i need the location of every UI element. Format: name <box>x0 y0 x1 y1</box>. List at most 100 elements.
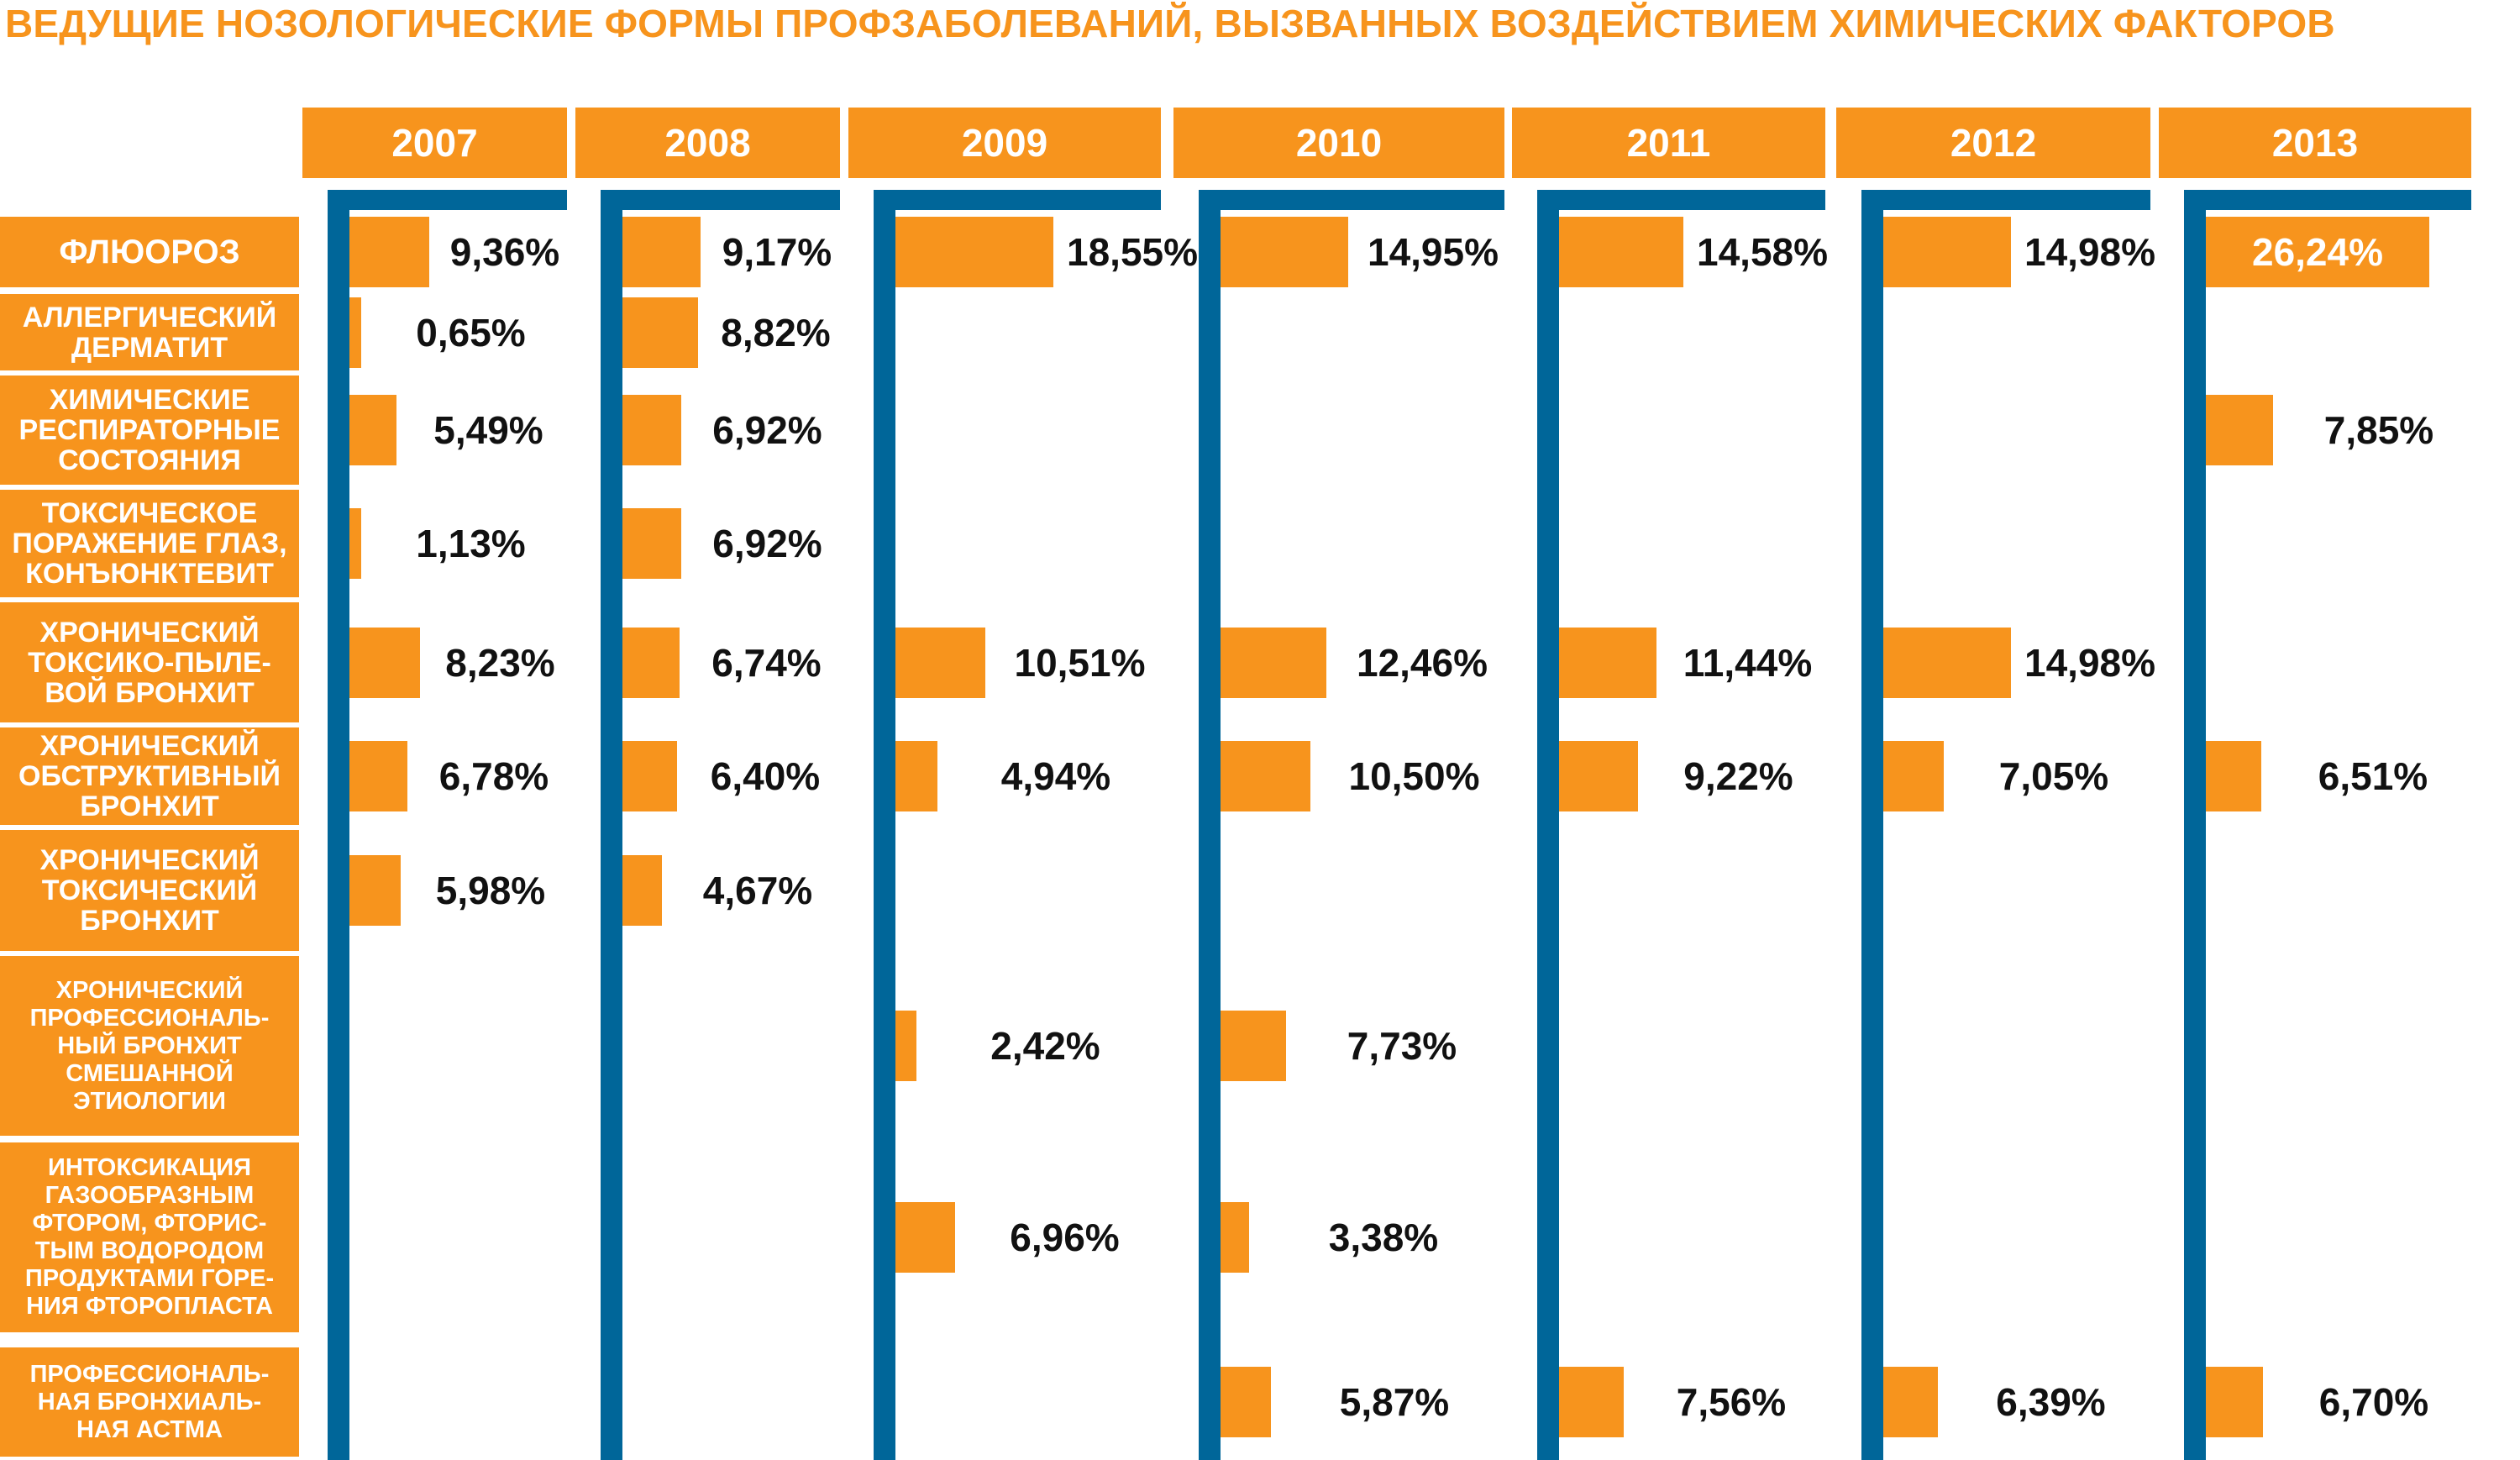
bar <box>895 741 937 811</box>
bar <box>349 395 396 465</box>
bar <box>1221 1202 1249 1273</box>
bar <box>1883 741 1944 811</box>
bar <box>1883 628 2011 698</box>
bar-value-label: 7,85% <box>2323 408 2434 452</box>
bar <box>895 1011 916 1081</box>
bar <box>1883 1367 1938 1437</box>
bar-value-label: 26,24% <box>2251 230 2383 274</box>
bar-value-label: 6,40% <box>710 754 821 798</box>
bar-value-label: 6,51% <box>2318 754 2428 798</box>
category-label: ХРОНИЧЕСКИЙ ТОКСИЧЕСКИЙ БРОНХИТ <box>0 830 299 951</box>
column-bracket-stem <box>1861 190 1883 1460</box>
bar-value-label: 18,55% <box>1067 230 1199 274</box>
bar-value-label: 3,38% <box>1328 1216 1439 1259</box>
bar <box>349 508 361 579</box>
bar-value-label: 5,87% <box>1339 1380 1450 1424</box>
bar-value-label: 6,78% <box>438 754 549 798</box>
bar <box>1883 217 2011 287</box>
bar-value-label: 7,56% <box>1676 1380 1787 1424</box>
column-bracket-stem <box>874 190 895 1460</box>
bar <box>1221 741 1310 811</box>
bar <box>349 297 361 368</box>
category-label: ФЛЮОРОЗ <box>0 217 299 287</box>
bar <box>2206 217 2429 287</box>
bar <box>1559 741 1638 811</box>
bar-value-label: 6,92% <box>712 522 822 565</box>
bar-value-label: 4,94% <box>1000 754 1111 798</box>
year-header: 2010 <box>1173 108 1504 178</box>
bar-value-label: 7,05% <box>1998 754 2109 798</box>
category-label: ИНТОКСИКАЦИЯ ГАЗООБРАЗНЫМ ФТОРОМ, ФТОРИС… <box>0 1142 299 1332</box>
bar-value-label: 6,39% <box>1996 1380 2106 1424</box>
bar <box>1559 1367 1624 1437</box>
column-bracket-stem <box>2184 190 2206 1460</box>
bar-value-label: 14,98% <box>2024 230 2156 274</box>
bar <box>1221 217 1348 287</box>
column-bracket-stem <box>1537 190 1559 1460</box>
bar <box>1221 1011 1286 1081</box>
bar <box>1221 628 1326 698</box>
category-label: ПРОФЕССИОНАЛЬ- НАЯ БРОНХИАЛЬ- НАЯ АСТМА <box>0 1347 299 1457</box>
bar-value-label: 2,42% <box>990 1024 1100 1068</box>
bar-value-label: 6,92% <box>712 408 822 452</box>
bar <box>895 628 985 698</box>
category-label: АЛЛЕРГИЧЕСКИЙ ДЕРМАТИТ <box>0 294 299 370</box>
year-header: 2013 <box>2159 108 2471 178</box>
bar-value-label: 6,70% <box>2318 1380 2429 1424</box>
bar <box>622 297 698 368</box>
bar-value-label: 6,96% <box>1010 1216 1120 1259</box>
category-label: ХИМИЧЕСКИЕ РЕСПИРАТОРНЫЕ СОСТОЯНИЯ <box>0 376 299 485</box>
year-header: 2007 <box>302 108 567 178</box>
year-header: 2009 <box>848 108 1161 178</box>
bar <box>1559 628 1656 698</box>
bar <box>622 855 662 926</box>
bar-value-label: 6,74% <box>711 641 822 685</box>
bar-value-label: 9,36% <box>449 230 560 274</box>
category-label: ХРОНИЧЕСКИЙ ПРОФЕССИОНАЛЬ- НЫЙ БРОНХИТ С… <box>0 956 299 1136</box>
column-bracket-stem <box>328 190 349 1460</box>
bar-value-label: 14,95% <box>1367 230 1499 274</box>
column-bracket-top <box>874 190 1161 210</box>
column-bracket-top <box>328 190 567 210</box>
column-bracket-top <box>2184 190 2471 210</box>
year-header: 2011 <box>1512 108 1825 178</box>
bar-value-label: 9,17% <box>722 230 832 274</box>
bar <box>349 628 420 698</box>
bar-value-label: 11,44% <box>1683 641 1813 685</box>
bar-value-label: 14,98% <box>2024 641 2156 685</box>
category-label: ТОКСИЧЕСКОЕ ПОРАЖЕНИЕ ГЛАЗ, КОНЪЮНКТЕВИТ <box>0 490 299 597</box>
chart-title: ВЕДУЩИЕ НОЗОЛОГИЧЕСКИЕ ФОРМЫ ПРОФЗАБОЛЕВ… <box>5 2 2335 45</box>
bar <box>349 217 429 287</box>
bar-value-label: 8,23% <box>445 641 555 685</box>
bar-value-label: 12,46% <box>1356 641 1488 685</box>
category-label: ХРОНИЧЕСКИЙ ТОКСИКО-ПЫЛЕ- ВОЙ БРОНХИТ <box>0 602 299 722</box>
bar-value-label: 10,51% <box>1014 641 1146 685</box>
year-header: 2012 <box>1836 108 2150 178</box>
bar <box>349 855 401 926</box>
bar <box>2206 395 2273 465</box>
bar <box>349 741 407 811</box>
bar-value-label: 5,98% <box>435 869 546 912</box>
column-bracket-top <box>1861 190 2150 210</box>
category-label: ХРОНИЧЕСКИЙ ОБСТРУКТИВНЫЙ БРОНХИТ <box>0 727 299 825</box>
bar-value-label: 10,50% <box>1348 754 1480 798</box>
bar <box>2206 741 2261 811</box>
year-header: 2008 <box>575 108 840 178</box>
bar <box>622 741 677 811</box>
bar-value-label: 1,13% <box>416 522 526 565</box>
column-bracket-top <box>1537 190 1825 210</box>
bar <box>895 1202 955 1273</box>
bar <box>622 395 681 465</box>
bar <box>622 217 701 287</box>
bar <box>1221 1367 1271 1437</box>
bar-value-label: 14,58% <box>1697 230 1829 274</box>
bar-value-label: 5,49% <box>433 408 543 452</box>
bar-value-label: 8,82% <box>721 311 831 354</box>
bar <box>2206 1367 2263 1437</box>
column-bracket-stem <box>1199 190 1221 1460</box>
bar-value-label: 7,73% <box>1347 1024 1457 1068</box>
bar <box>895 217 1053 287</box>
column-bracket-top <box>1199 190 1504 210</box>
bar-value-label: 9,22% <box>1683 754 1793 798</box>
column-bracket-top <box>601 190 840 210</box>
